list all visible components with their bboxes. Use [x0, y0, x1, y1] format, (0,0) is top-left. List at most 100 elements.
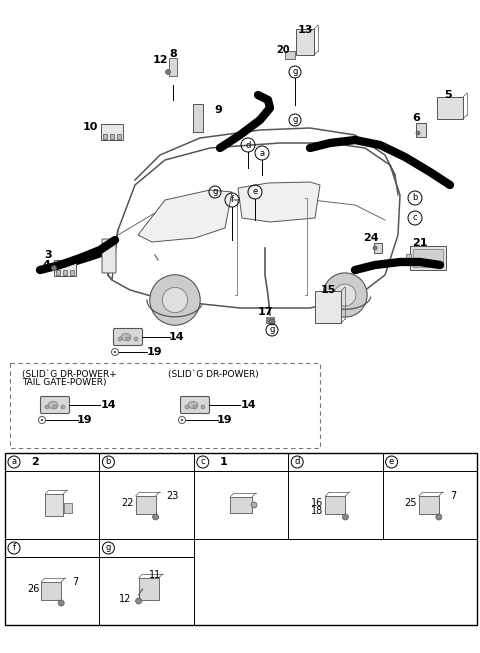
- Circle shape: [136, 598, 142, 604]
- Circle shape: [51, 266, 57, 270]
- Circle shape: [150, 275, 200, 325]
- Circle shape: [185, 405, 189, 409]
- FancyBboxPatch shape: [180, 396, 209, 413]
- Bar: [193, 104, 203, 132]
- Bar: [325, 496, 346, 514]
- Bar: [413, 249, 443, 267]
- Bar: [117, 134, 121, 139]
- Text: a: a: [259, 148, 264, 157]
- Bar: [5, 453, 477, 625]
- Text: 17: 17: [257, 307, 273, 317]
- FancyBboxPatch shape: [102, 239, 116, 273]
- Polygon shape: [138, 190, 232, 242]
- Text: 13: 13: [297, 25, 312, 35]
- Text: b: b: [106, 458, 111, 466]
- Text: f: f: [230, 195, 233, 204]
- Text: g: g: [269, 325, 275, 334]
- Text: e: e: [389, 458, 394, 466]
- Circle shape: [416, 131, 420, 135]
- Bar: [103, 134, 107, 139]
- Bar: [54, 260, 76, 276]
- Text: 11: 11: [148, 570, 161, 580]
- Text: 15: 15: [320, 285, 336, 295]
- Ellipse shape: [48, 402, 58, 409]
- Circle shape: [118, 337, 122, 341]
- Circle shape: [134, 337, 138, 341]
- Bar: [315, 291, 341, 323]
- Text: 7: 7: [450, 491, 456, 501]
- Bar: [419, 496, 439, 514]
- Bar: [230, 497, 252, 513]
- Text: 4: 4: [42, 260, 50, 270]
- Bar: [437, 97, 463, 119]
- Circle shape: [181, 419, 183, 421]
- Polygon shape: [238, 182, 320, 222]
- Text: 21: 21: [412, 238, 428, 248]
- Text: 6: 6: [412, 113, 420, 123]
- Circle shape: [201, 405, 205, 409]
- Text: g: g: [212, 187, 218, 197]
- Text: e: e: [252, 187, 258, 197]
- Bar: [56, 270, 60, 275]
- Text: 14: 14: [169, 332, 185, 342]
- FancyBboxPatch shape: [40, 396, 70, 413]
- Text: 8: 8: [169, 49, 177, 59]
- Circle shape: [114, 351, 116, 353]
- Text: 20: 20: [276, 45, 290, 55]
- Text: 3: 3: [44, 250, 52, 260]
- Text: TAIL GATE-POWER): TAIL GATE-POWER): [22, 378, 107, 387]
- Bar: [285, 51, 295, 59]
- Text: 2: 2: [31, 457, 39, 467]
- Bar: [101, 124, 123, 140]
- Text: 19: 19: [217, 415, 233, 425]
- Text: 7: 7: [72, 577, 78, 587]
- Circle shape: [342, 514, 348, 520]
- Bar: [10, 363, 320, 448]
- Text: a: a: [12, 458, 17, 466]
- Bar: [266, 317, 274, 323]
- Text: b: b: [412, 193, 418, 202]
- Bar: [70, 270, 74, 275]
- FancyBboxPatch shape: [113, 328, 143, 345]
- Bar: [136, 496, 156, 514]
- Bar: [139, 578, 158, 600]
- Text: 14: 14: [240, 400, 256, 410]
- Bar: [410, 246, 446, 270]
- Bar: [45, 494, 63, 516]
- Text: 9: 9: [214, 105, 222, 115]
- Circle shape: [153, 514, 158, 520]
- Circle shape: [126, 337, 130, 341]
- Text: 19: 19: [77, 415, 93, 425]
- Circle shape: [251, 502, 257, 508]
- Circle shape: [53, 405, 57, 409]
- Text: f: f: [12, 543, 15, 552]
- Bar: [64, 503, 72, 513]
- Text: 26: 26: [27, 584, 39, 594]
- Circle shape: [193, 405, 197, 409]
- Text: g: g: [292, 67, 298, 76]
- Text: 22: 22: [121, 498, 133, 508]
- Circle shape: [58, 600, 64, 606]
- Circle shape: [45, 405, 49, 409]
- Text: 5: 5: [444, 90, 452, 100]
- Text: 10: 10: [82, 122, 98, 132]
- Circle shape: [162, 287, 188, 313]
- Text: c: c: [201, 458, 205, 466]
- Bar: [416, 123, 426, 137]
- Bar: [374, 243, 382, 253]
- Text: 19: 19: [146, 347, 162, 357]
- Circle shape: [334, 284, 356, 306]
- Text: d: d: [295, 458, 300, 466]
- Circle shape: [61, 405, 65, 409]
- Text: d: d: [245, 140, 251, 150]
- Bar: [296, 29, 314, 55]
- Text: (SLID`G DR-POWER): (SLID`G DR-POWER): [168, 370, 259, 379]
- Circle shape: [373, 246, 377, 250]
- Text: 24: 24: [363, 233, 379, 243]
- Text: 25: 25: [404, 498, 417, 508]
- Bar: [406, 254, 411, 262]
- Bar: [63, 270, 67, 275]
- Text: g: g: [292, 116, 298, 125]
- Text: c: c: [413, 214, 417, 223]
- Ellipse shape: [188, 402, 198, 409]
